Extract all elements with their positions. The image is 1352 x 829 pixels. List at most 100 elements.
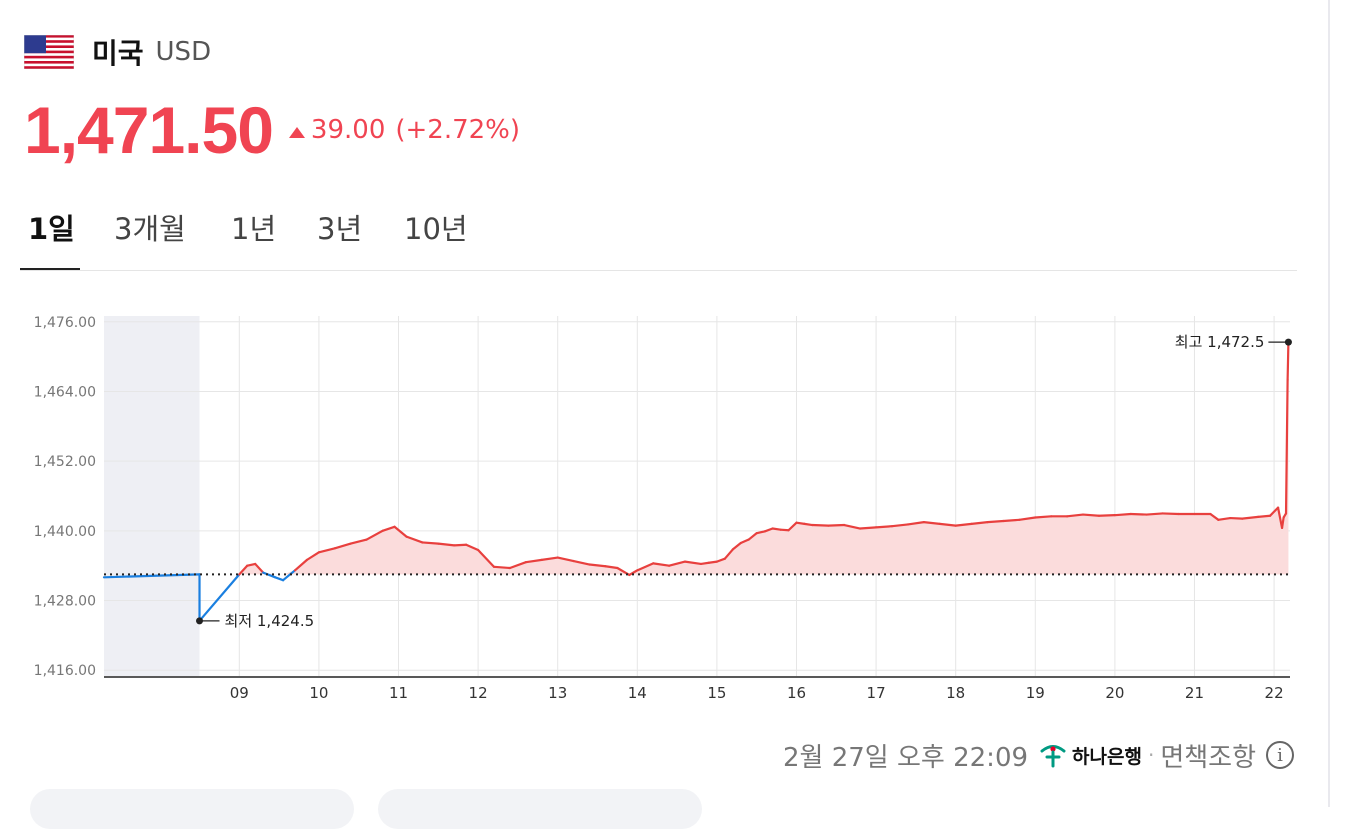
series-segment bbox=[787, 521, 798, 532]
x-tick-label: 09 bbox=[230, 684, 249, 702]
x-tick-label: 20 bbox=[1105, 684, 1124, 702]
exchange-rate-chart[interactable]: 1,476.00 1,464.00 1,452.00 1,440.00 1,428.00… bbox=[0, 290, 1310, 720]
info-icon[interactable]: i bbox=[1266, 741, 1294, 769]
series-segment bbox=[827, 523, 846, 527]
series-segment bbox=[1229, 516, 1244, 520]
x-tick-label: 10 bbox=[309, 684, 328, 702]
x-tick-label: 18 bbox=[946, 684, 965, 702]
tab-3-months[interactable]: 3개월 bbox=[114, 212, 186, 246]
x-tick-label: 17 bbox=[867, 684, 886, 702]
disclaimer-link[interactable]: 면책조항 bbox=[1160, 742, 1256, 773]
series-segment bbox=[1286, 341, 1290, 381]
series-segment bbox=[739, 538, 750, 545]
low-label: 최저 1,424.5 bbox=[225, 612, 315, 630]
series-segment bbox=[453, 543, 468, 547]
series-segment bbox=[333, 542, 352, 550]
series-segment bbox=[238, 564, 249, 576]
series-segment bbox=[365, 529, 384, 541]
currency-code: USD bbox=[155, 37, 212, 67]
series-segment bbox=[262, 571, 277, 579]
series-segment bbox=[421, 541, 440, 545]
y-tick-label: 1,416.00 bbox=[34, 663, 96, 679]
tab-1-day[interactable]: 1일 bbox=[28, 212, 75, 246]
currency-header: 미국 USD bbox=[24, 32, 211, 72]
x-tick-label: 19 bbox=[1026, 684, 1045, 702]
chart-footer: 2월 27일 오후 22:09 하나은행 · 면책조항 i bbox=[783, 735, 1294, 775]
series-segment bbox=[246, 562, 257, 567]
series-segment bbox=[652, 562, 671, 567]
series-segment bbox=[556, 556, 575, 563]
series-segment bbox=[803, 522, 814, 527]
series-segment bbox=[1280, 516, 1285, 530]
series-segment bbox=[381, 525, 396, 532]
area-fill bbox=[239, 342, 1289, 575]
series-segment bbox=[779, 528, 790, 532]
separator-dot: · bbox=[1147, 743, 1155, 767]
series-segment bbox=[281, 569, 297, 582]
series-segment bbox=[795, 521, 806, 525]
series-segment bbox=[1284, 378, 1289, 515]
series-segment bbox=[588, 563, 607, 568]
x-tick-label: 16 bbox=[787, 684, 806, 702]
series-segment bbox=[986, 519, 1005, 524]
series-segment bbox=[970, 521, 989, 525]
series-segment bbox=[1217, 516, 1232, 521]
series-segment bbox=[274, 576, 285, 582]
series-segment bbox=[747, 532, 758, 541]
series-segment bbox=[922, 521, 941, 525]
x-tick-label: 12 bbox=[469, 684, 488, 702]
tab-10-years[interactable]: 10년 bbox=[404, 212, 468, 246]
series-segment bbox=[771, 527, 782, 531]
panel-divider bbox=[1328, 0, 1330, 807]
y-tick-label: 1,476.00 bbox=[34, 315, 96, 331]
series-segment bbox=[699, 561, 711, 566]
quote-row: 1,471.50 39.00 (+2.72%) bbox=[24, 90, 520, 170]
hana-bank-logo-icon bbox=[1040, 745, 1066, 768]
up-triangle-icon bbox=[288, 126, 305, 138]
country-name: 미국 bbox=[92, 37, 144, 70]
series-segment bbox=[1113, 512, 1132, 517]
series-segment bbox=[1002, 518, 1021, 523]
series-segment bbox=[572, 559, 591, 566]
y-tick-label: 1,464.00 bbox=[34, 384, 96, 400]
series-segment bbox=[938, 522, 957, 527]
series-segment bbox=[1161, 512, 1180, 516]
series-segment bbox=[1081, 513, 1101, 517]
y-tick-label: 1,440.00 bbox=[34, 524, 96, 540]
series-segment bbox=[859, 526, 878, 530]
bottom-card-left[interactable] bbox=[30, 789, 354, 829]
series-segment bbox=[1241, 515, 1260, 520]
x-tick-label: 22 bbox=[1265, 684, 1284, 702]
price-change-percent: (+2.72%) bbox=[395, 115, 521, 145]
bottom-card-right[interactable] bbox=[378, 789, 702, 829]
series-segment bbox=[349, 538, 368, 545]
series-segment bbox=[393, 525, 408, 538]
series-segment bbox=[715, 557, 726, 563]
x-tick-label: 13 bbox=[548, 684, 567, 702]
bank-name: 하나은행 bbox=[1072, 745, 1142, 768]
series-segment bbox=[636, 562, 655, 572]
tab-3-years[interactable]: 3년 bbox=[317, 212, 363, 246]
high-label: 최고 1,472.5 bbox=[1175, 333, 1265, 351]
series-segment bbox=[628, 569, 639, 577]
x-tick-label: 21 bbox=[1185, 684, 1204, 702]
series-segment bbox=[317, 547, 336, 554]
series-segment bbox=[1276, 506, 1284, 530]
series-segment bbox=[437, 542, 456, 547]
night-session-band bbox=[104, 316, 200, 676]
tab-1-year[interactable]: 1년 bbox=[231, 212, 277, 246]
series-segment bbox=[811, 523, 830, 527]
series-segment bbox=[707, 560, 718, 564]
series-segment bbox=[1066, 513, 1085, 518]
high-point bbox=[1284, 338, 1292, 346]
series-segment bbox=[906, 521, 925, 526]
series-segment bbox=[1257, 514, 1272, 519]
series-segment bbox=[1097, 514, 1116, 517]
series-segment bbox=[843, 523, 862, 530]
series-segment bbox=[540, 556, 559, 561]
price-change: 39.00 bbox=[310, 115, 386, 145]
x-tick-label: 14 bbox=[628, 684, 647, 702]
x-tick-label: 11 bbox=[389, 684, 408, 702]
series-segment bbox=[477, 548, 496, 568]
series-segment bbox=[405, 535, 424, 544]
